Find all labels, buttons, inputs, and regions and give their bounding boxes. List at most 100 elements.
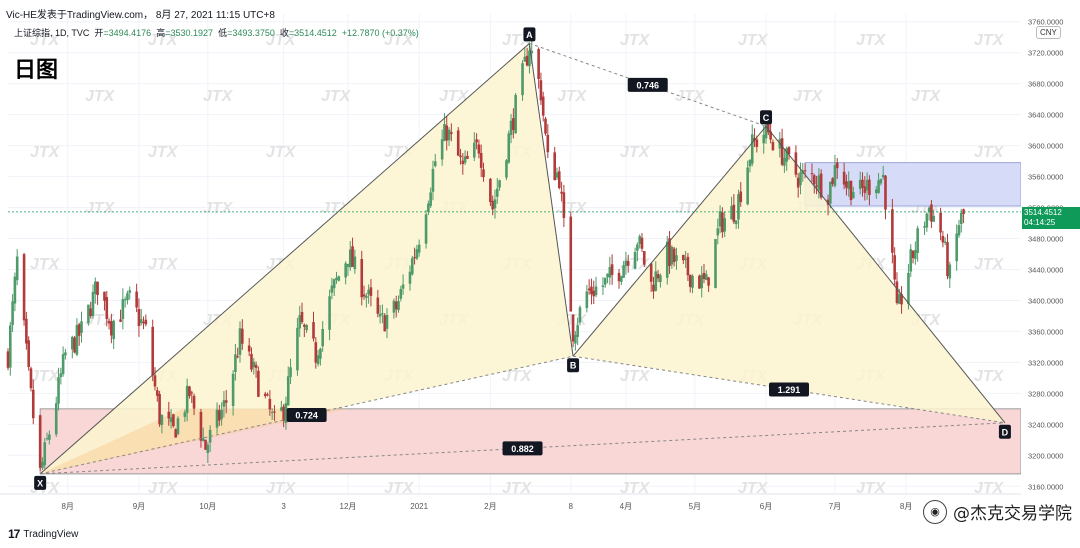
candle-body xyxy=(610,264,614,275)
candle-body xyxy=(764,120,768,139)
candle-body xyxy=(914,250,917,259)
candle-body xyxy=(491,200,494,210)
triangle-overlap xyxy=(40,408,348,474)
candle-body xyxy=(557,171,561,188)
candle-body xyxy=(675,255,678,261)
ratio-label-bg xyxy=(768,382,809,397)
candle-body xyxy=(218,410,221,421)
candle-body xyxy=(682,254,685,261)
bg-watermark: JTX xyxy=(738,32,769,49)
candle-body xyxy=(31,389,35,419)
x-tick-label: 2021 xyxy=(410,502,428,511)
candle-body xyxy=(27,340,30,368)
candle-body xyxy=(319,348,322,359)
candle-body xyxy=(865,179,869,191)
bg-watermark: JTX xyxy=(502,368,533,385)
x-tick-label: 12月 xyxy=(340,502,357,511)
bg-watermark: JTX xyxy=(266,32,297,49)
candle-body xyxy=(831,178,834,185)
candle-body xyxy=(321,328,324,347)
candle-body xyxy=(367,289,370,295)
candle-body xyxy=(443,124,446,141)
candle-body xyxy=(254,364,258,368)
candle-body xyxy=(858,179,862,189)
candle-body xyxy=(505,160,508,178)
pattern-leg-AB xyxy=(528,43,574,357)
candle-body xyxy=(305,324,308,331)
candle-body xyxy=(415,249,419,259)
currency-badge[interactable]: CNY xyxy=(1036,26,1061,39)
y-tick-label: 3720.0000 xyxy=(1028,49,1063,58)
candle-body xyxy=(707,277,710,286)
candle-body xyxy=(303,324,306,327)
point-label-D: D xyxy=(1002,427,1009,437)
candle-body xyxy=(732,204,736,222)
candle-body xyxy=(231,373,235,406)
candle-body xyxy=(121,299,125,319)
candle-body xyxy=(463,156,467,163)
bg-watermark: JTX xyxy=(974,144,1005,161)
candle-body xyxy=(57,377,60,404)
candle-body xyxy=(594,286,598,296)
candle-body xyxy=(578,307,582,323)
bg-watermark: JTX xyxy=(321,88,352,105)
candle-body xyxy=(509,120,513,135)
bg-watermark: JTX xyxy=(856,480,887,497)
candle-body xyxy=(925,213,929,228)
candle-body xyxy=(80,321,83,333)
candle-body xyxy=(394,301,398,310)
candle-body xyxy=(176,418,180,435)
candle-body xyxy=(64,352,67,356)
candle-body xyxy=(723,218,726,232)
candle-body xyxy=(250,353,253,370)
candle-body xyxy=(137,308,141,327)
candle-body xyxy=(868,179,871,195)
candle-body xyxy=(43,442,47,466)
candle-body xyxy=(771,142,775,151)
y-tick-label: 3600.0000 xyxy=(1028,142,1063,151)
bg-watermark: JTX xyxy=(974,256,1005,273)
x-tick-label: 4月 xyxy=(620,502,632,511)
candle-body xyxy=(365,295,368,298)
candle-body xyxy=(833,165,837,186)
bg-watermark: JTX xyxy=(738,480,769,497)
candle-body xyxy=(514,94,517,134)
x-tick-label: 6月 xyxy=(760,502,772,511)
candle-body xyxy=(863,186,867,193)
bg-watermark: JTX xyxy=(620,144,651,161)
candle-body xyxy=(601,285,605,287)
bg-watermark: JTX xyxy=(148,144,179,161)
candle-body xyxy=(273,411,276,413)
candle-body xyxy=(530,50,534,54)
point-label-bg xyxy=(34,475,47,490)
bg-watermark: JTX xyxy=(266,144,297,161)
open-value: =3494.4176 xyxy=(103,28,152,38)
candle-body xyxy=(263,393,267,397)
candle-body xyxy=(633,251,637,269)
triangle-xab xyxy=(40,43,574,474)
candle-body xyxy=(684,258,687,260)
candle-body xyxy=(410,258,414,275)
tradingview-brand[interactable]: 17 TradingView xyxy=(8,527,78,541)
candle-body xyxy=(93,281,97,294)
candle-body xyxy=(399,289,403,299)
close-value: =3514.4512 xyxy=(288,28,337,38)
candle-body xyxy=(424,214,428,244)
candle-body xyxy=(456,130,460,156)
candle-body xyxy=(576,325,579,337)
candle-body xyxy=(750,134,754,164)
candle-body xyxy=(553,152,556,181)
candle-body xyxy=(665,241,669,278)
candle-body xyxy=(257,370,260,397)
candle-body xyxy=(939,212,942,233)
candle-body xyxy=(59,373,63,377)
candle-body xyxy=(167,411,171,419)
candle-body xyxy=(946,242,949,277)
candle-body xyxy=(199,411,203,441)
bg-watermark: JTX xyxy=(148,256,179,273)
candle-body xyxy=(466,155,469,159)
candle-body xyxy=(190,392,194,394)
y-tick-label: 3160.0000 xyxy=(1028,482,1063,491)
candle-body xyxy=(15,256,19,281)
